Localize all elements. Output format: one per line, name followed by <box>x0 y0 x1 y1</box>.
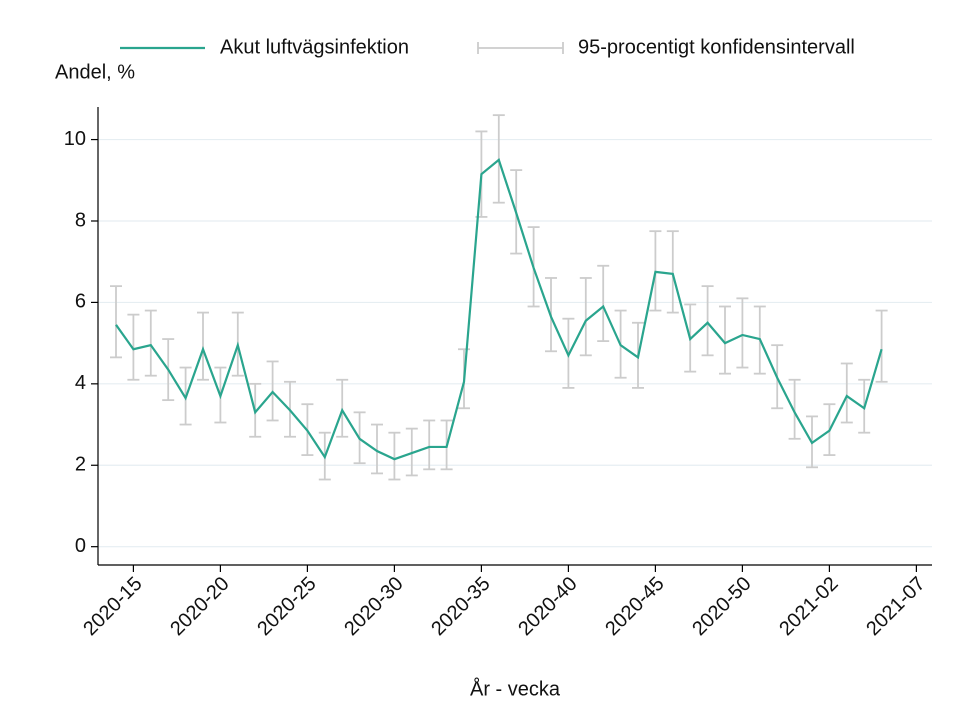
error-bar <box>875 309 888 383</box>
error-bar <box>840 362 853 424</box>
error-bar <box>144 309 157 377</box>
error-bar <box>701 285 714 357</box>
y-tick-label: 8 <box>75 209 86 231</box>
legend-label: Akut luftvägsinfektion <box>220 36 409 58</box>
error-bar <box>736 297 749 369</box>
data-line <box>115 158 883 461</box>
error-bar <box>719 305 731 375</box>
error-bar <box>579 277 592 357</box>
y-tick-label: 4 <box>75 372 86 394</box>
error-bar <box>597 264 610 342</box>
y-tick-label: 10 <box>64 128 86 150</box>
error-bar <box>371 423 383 475</box>
y-tick-label: 0 <box>75 535 86 557</box>
legend-label: 95-procentigt konfidensintervall <box>578 36 855 58</box>
error-bar <box>666 230 679 314</box>
x-axis-label: År - vecka <box>470 677 561 700</box>
y-tick-label: 6 <box>75 291 86 313</box>
error-bar <box>788 378 801 440</box>
error-bar <box>127 313 140 381</box>
y-tick-label: 2 <box>75 454 86 476</box>
error-bar <box>110 285 122 359</box>
error-bar <box>423 419 436 471</box>
error-bar <box>388 431 401 481</box>
y-axis-label: Andel, % <box>55 61 135 83</box>
